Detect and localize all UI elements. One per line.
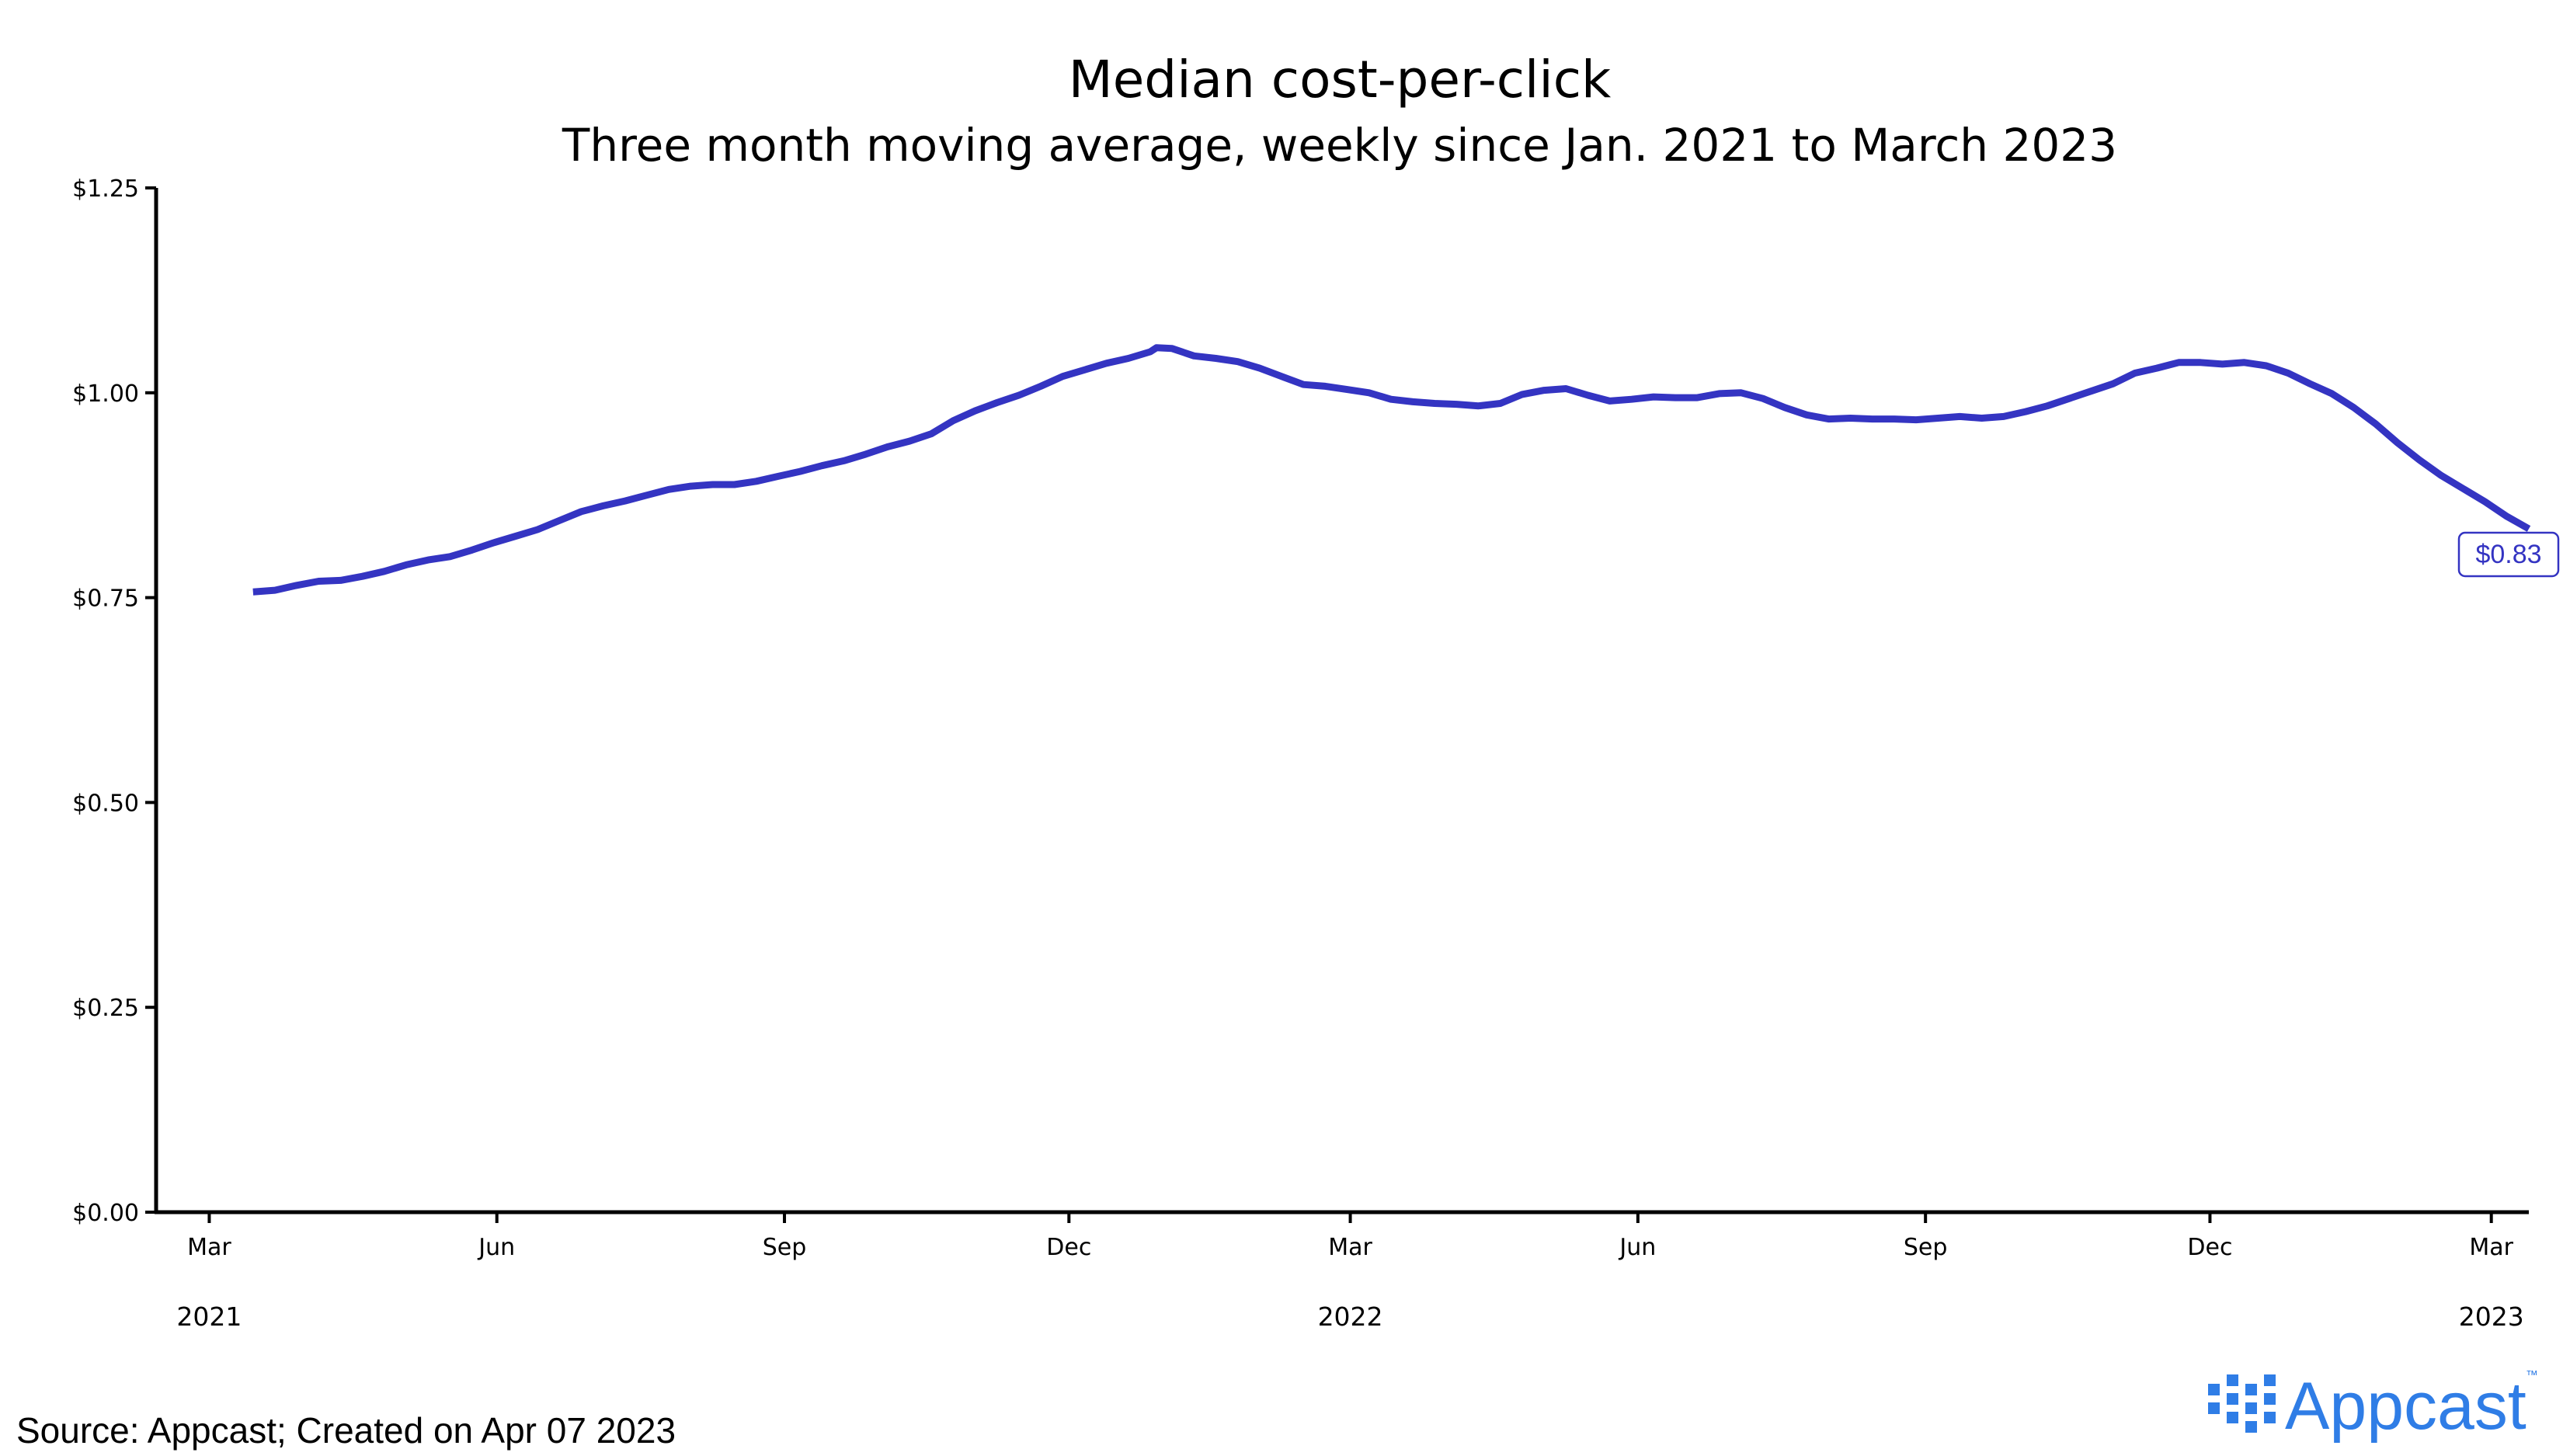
x-tick-label: Dec — [2187, 1234, 2232, 1261]
x-year-label: 2022 — [1318, 1301, 1383, 1332]
logo-square — [2227, 1374, 2238, 1386]
last-value-label: $0.83 — [2457, 531, 2560, 578]
x-tick-label: Mar — [2469, 1234, 2513, 1261]
y-tick-label: $0.00 — [72, 1200, 139, 1227]
appcast-logo-tm: ™ — [2526, 1369, 2538, 1382]
y-tick-label: $0.75 — [72, 586, 139, 613]
logo-square — [2208, 1384, 2220, 1395]
logo-square — [2264, 1412, 2276, 1423]
source-note: Source: Appcast; Created on Apr 07 2023 — [16, 1410, 676, 1451]
series-line — [252, 344, 2531, 596]
logo-square — [2227, 1393, 2238, 1405]
last-value-text: $0.83 — [2475, 540, 2541, 569]
x-tick-label: Mar — [1328, 1234, 1372, 1261]
x-year-label: 2021 — [176, 1301, 242, 1332]
x-tick-label: Sep — [1904, 1234, 1948, 1261]
x-tick-label: Jun — [1618, 1234, 1656, 1261]
logo-square — [2245, 1384, 2257, 1395]
y-tick-label: $0.50 — [72, 790, 139, 817]
x-tick-label: Jun — [477, 1234, 515, 1261]
y-tick-label: $1.00 — [72, 381, 139, 408]
logo-square — [2245, 1402, 2257, 1414]
appcast-logo-text: Appcast — [2285, 1369, 2526, 1444]
logo-square — [2245, 1421, 2257, 1433]
chart-title: Median cost-per-click — [1069, 50, 1612, 109]
appcast-logo-mark — [2208, 1374, 2276, 1433]
logo-square — [2227, 1412, 2238, 1423]
y-tick-label: $1.25 — [72, 175, 139, 203]
x-tick-label: Sep — [763, 1234, 807, 1261]
x-axis-ticks: Mar Jun Sep Dec Mar Jun Sep Dec Mar — [187, 1212, 2514, 1261]
logo-square — [2264, 1374, 2276, 1386]
chart-subtitle: Three month moving average, weekly since… — [562, 119, 2117, 172]
x-tick-label: Dec — [1046, 1234, 1091, 1261]
y-axis-ticks: $0.00 $0.25 $0.50 $0.75 $1.00 $1.25 — [72, 175, 156, 1227]
logo-square — [2264, 1393, 2276, 1405]
y-tick-label: $0.25 — [72, 995, 139, 1022]
appcast-logo: Appcast ™ — [2208, 1369, 2538, 1444]
x-tick-label: Mar — [187, 1234, 231, 1261]
logo-square — [2208, 1402, 2220, 1414]
x-year-label: 2023 — [2459, 1301, 2524, 1332]
x-axis-year-labels: 2021 2022 2023 — [176, 1301, 2523, 1332]
series-group — [252, 344, 2531, 596]
